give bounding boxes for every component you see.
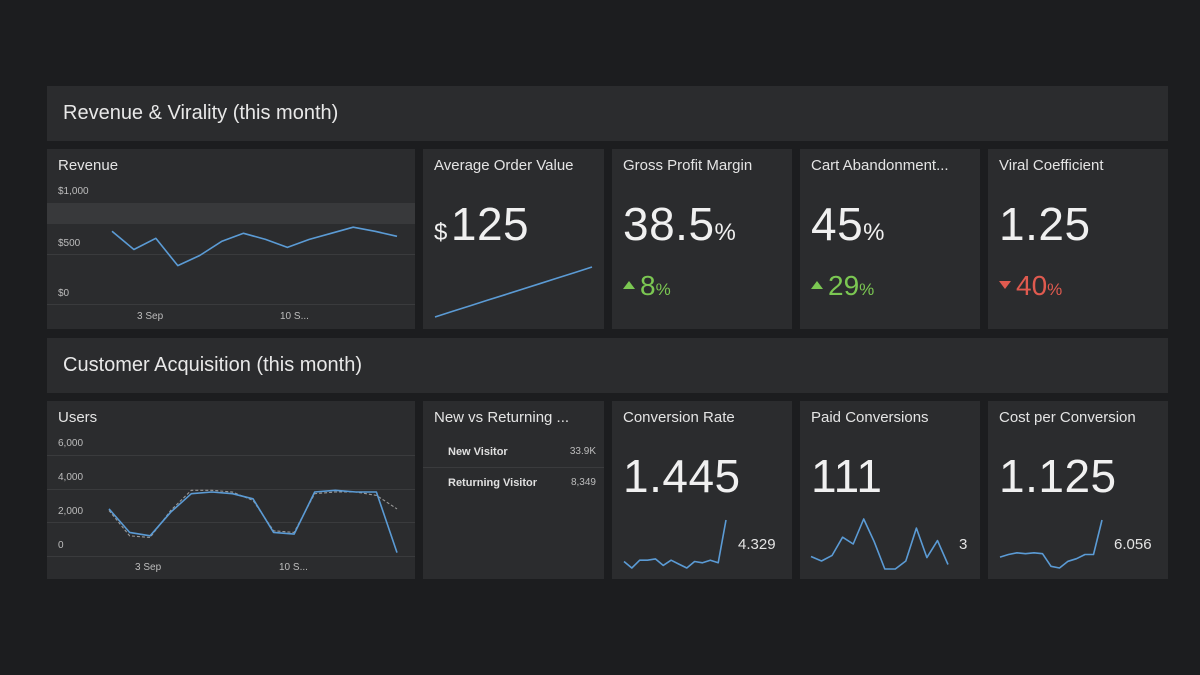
- metric-number: 125: [450, 198, 530, 250]
- tile-title: New vs Returning ...: [434, 409, 570, 426]
- gpm-delta: 8%: [623, 270, 671, 302]
- metric-number: 1.25: [999, 198, 1091, 250]
- users-comparison-line: [108, 489, 398, 539]
- users-tile[interactable]: Users 6,000 4,000 2,000 0 3 Sep 10 S...: [47, 401, 415, 579]
- delta-unit: %: [655, 280, 671, 299]
- highlight-band: [47, 203, 415, 224]
- section-title: Revenue & Virality (this month): [63, 102, 339, 124]
- paid-conversions-tile[interactable]: Paid Conversions 111 3: [800, 401, 980, 579]
- sparkline-last-value: 4.329: [738, 536, 776, 553]
- aov-tile[interactable]: Average Order Value $125: [423, 149, 604, 329]
- tile-title: Gross Profit Margin: [623, 157, 753, 174]
- currency-prefix: $: [434, 219, 448, 246]
- delta-number: 40: [1016, 270, 1048, 301]
- conversion-rate-series-line: [623, 519, 727, 569]
- y-tick-label: 0: [58, 540, 64, 551]
- x-tick-label: 3 Sep: [137, 311, 164, 322]
- conversion-rate-sparkline: [623, 519, 727, 569]
- list-item[interactable]: New Visitor 33.9K: [423, 437, 604, 468]
- gridline: [47, 455, 415, 456]
- sparkline-last-value: 3: [959, 536, 968, 553]
- revenue-tile[interactable]: Revenue $1,000 $500 $0 3 Sep 10 S...: [47, 149, 415, 329]
- cost-per-conversion-sparkline: [999, 519, 1103, 569]
- triangle-down-icon: [999, 280, 1011, 289]
- triangle-up-icon: [623, 280, 635, 289]
- y-tick-label: $1,000: [58, 186, 89, 197]
- cart-delta: 29%: [811, 270, 874, 302]
- cart-abandonment-tile[interactable]: Cart Abandonment... 45% 29%: [800, 149, 980, 329]
- section-title: Customer Acquisition (this month): [63, 354, 363, 376]
- x-tick-label: 3 Sep: [135, 562, 162, 573]
- viral-coefficient-tile[interactable]: Viral Coefficient 1.25 40%: [988, 149, 1168, 329]
- revenue-series-line: [111, 226, 398, 267]
- paid-conversions-value: 111: [811, 450, 883, 502]
- visitor-count: 8,349: [570, 477, 596, 488]
- users-series-line: [108, 489, 398, 553]
- delta-number: 8: [640, 270, 656, 301]
- viral-value: 1.25: [999, 197, 1091, 251]
- metric-number: 38.5: [623, 198, 715, 250]
- aov-sparkline: [434, 266, 593, 318]
- delta-unit: %: [859, 280, 875, 299]
- section-header-customer-acquisition: Customer Acquisition (this month): [47, 338, 1168, 393]
- metric-number: 45: [811, 198, 864, 250]
- list-item[interactable]: Returning Visitor 8,349: [423, 468, 604, 499]
- sparkline-last-value: 6.056: [1114, 536, 1152, 553]
- cost-per-conversion-tile[interactable]: Cost per Conversion 1.125 6.056: [988, 401, 1168, 579]
- delta-number: 29: [828, 270, 860, 301]
- revenue-line-chart: [111, 226, 398, 267]
- gridline: [47, 556, 415, 557]
- cost-per-conversion-value: 1.125: [999, 450, 1117, 502]
- metric-unit: %: [714, 219, 737, 246]
- cost-per-conversion-series-line: [999, 519, 1103, 569]
- gridline: [47, 254, 415, 255]
- viral-delta: 40%: [999, 270, 1062, 302]
- paid-conversions-sparkline: [810, 518, 949, 570]
- y-tick-label: $0: [58, 288, 70, 299]
- visitor-type-label: Returning Visitor: [448, 477, 538, 489]
- y-tick-label: 4,000: [58, 472, 84, 483]
- x-tick-label: 10 S...: [280, 311, 309, 322]
- aov-value: $125: [434, 197, 529, 251]
- users-line-chart: [108, 489, 398, 553]
- cart-value: 45%: [811, 197, 885, 251]
- tile-title: Average Order Value: [434, 157, 574, 174]
- y-tick-label: 2,000: [58, 506, 84, 517]
- tile-title: Users: [58, 409, 98, 426]
- tile-title: Cart Abandonment...: [811, 157, 949, 174]
- tile-title: Cost per Conversion: [999, 409, 1136, 426]
- paid-conversions-series-line: [810, 518, 949, 570]
- gridline: [47, 304, 415, 305]
- visitor-type-label: New Visitor: [448, 446, 508, 458]
- tile-title: Revenue: [58, 157, 119, 174]
- tile-title: Conversion Rate: [623, 409, 735, 426]
- conversion-rate-value: 1.445: [623, 450, 741, 502]
- x-tick-label: 10 S...: [279, 562, 308, 573]
- visitor-count: 33.9K: [569, 446, 596, 457]
- gridline: [47, 489, 415, 490]
- tile-title: Viral Coefficient: [999, 157, 1104, 174]
- tile-title: Paid Conversions: [811, 409, 929, 426]
- delta-unit: %: [1047, 280, 1063, 299]
- aov-series-line: [434, 266, 593, 318]
- conversion-rate-tile[interactable]: Conversion Rate 1.445 4.329: [612, 401, 792, 579]
- new-vs-returning-tile[interactable]: New vs Returning ... New Visitor 33.9K R…: [423, 401, 604, 579]
- gpm-value: 38.5%: [623, 197, 736, 251]
- triangle-up-icon: [811, 280, 823, 289]
- metric-unit: %: [863, 219, 886, 246]
- y-tick-label: 6,000: [58, 438, 84, 449]
- section-header-revenue-virality: Revenue & Virality (this month): [47, 86, 1168, 141]
- y-tick-label: $500: [58, 238, 81, 249]
- gridline: [47, 522, 415, 523]
- gpm-tile[interactable]: Gross Profit Margin 38.5% 8%: [612, 149, 792, 329]
